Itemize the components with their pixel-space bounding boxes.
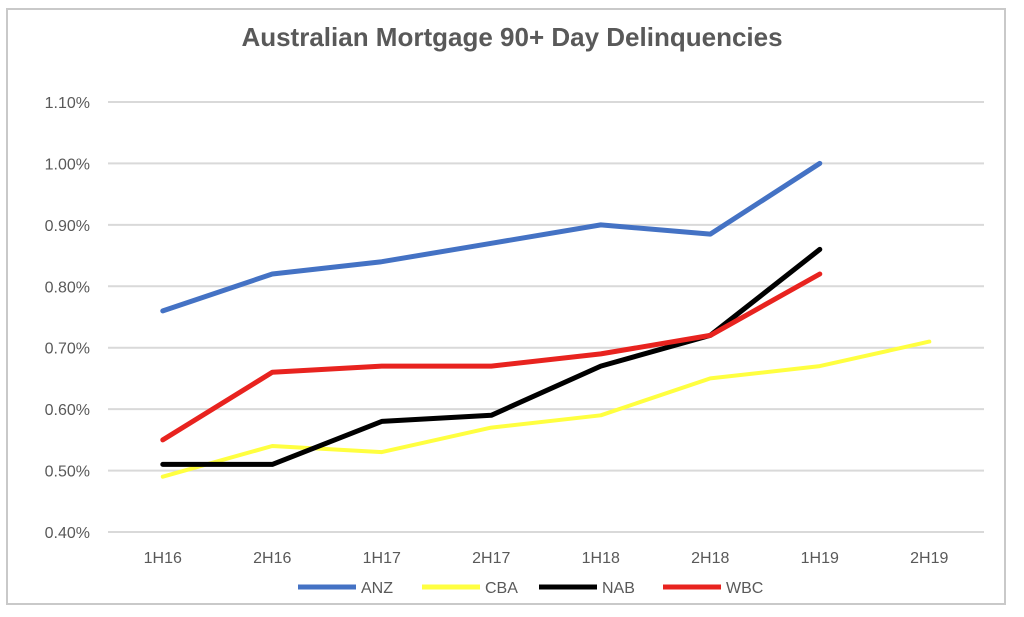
- y-tick-label: 1.00%: [45, 156, 90, 173]
- x-tick-label: 1H17: [363, 550, 401, 567]
- legend: ANZ CBA NAB WBC: [298, 580, 763, 597]
- series-line-nab: [160, 246, 823, 467]
- legend-label-anz: ANZ: [361, 580, 393, 597]
- y-axis-ticks: 0.40% 0.50% 0.60% 0.70% 0.80% 0.90% 1.00% 1.10%: [45, 95, 90, 542]
- x-axis-ticks: 1H16 2H16 1H17 2H17 1H18 2H18 1H19 2H19: [144, 550, 949, 567]
- y-tick-label: 0.90%: [45, 218, 90, 235]
- series-line-cba: [160, 339, 932, 479]
- legend-label-cba: CBA: [485, 580, 518, 597]
- y-tick-label: 0.50%: [45, 464, 90, 481]
- series-line-wbc: [160, 271, 823, 443]
- y-tick-label: 1.10%: [45, 95, 90, 112]
- x-tick-label: 2H18: [691, 550, 729, 567]
- x-tick-label: 1H16: [144, 550, 182, 567]
- x-tick-label: 2H16: [253, 550, 291, 567]
- series-line-anz: [160, 160, 823, 314]
- legend-label-nab: NAB: [602, 580, 635, 597]
- y-tick-label: 0.60%: [45, 402, 90, 419]
- x-tick-label: 2H19: [910, 550, 948, 567]
- chart-title: Australian Mortgage 90+ Day Delinquencie…: [241, 22, 783, 52]
- y-tick-label: 0.70%: [45, 341, 90, 358]
- legend-label-wbc: WBC: [726, 580, 763, 597]
- gridlines: [108, 101, 984, 533]
- y-tick-label: 0.80%: [45, 279, 90, 296]
- x-tick-label: 1H19: [801, 550, 839, 567]
- x-tick-label: 1H18: [582, 550, 620, 567]
- series-lines: [160, 160, 932, 479]
- x-tick-label: 2H17: [472, 550, 510, 567]
- y-tick-label: 0.40%: [45, 525, 90, 542]
